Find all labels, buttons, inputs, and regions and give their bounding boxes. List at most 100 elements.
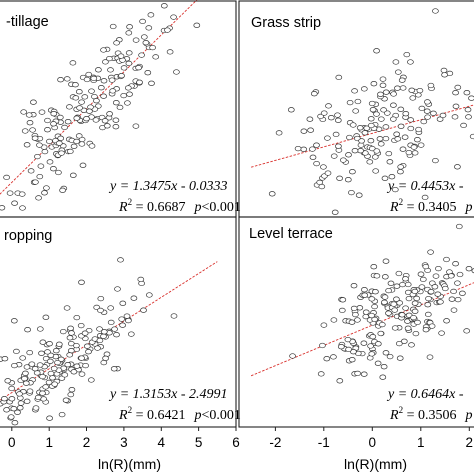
scatter-point: [363, 125, 371, 131]
scatter-point: [424, 311, 432, 318]
scatter-point: [137, 276, 145, 283]
scatter-point: [432, 8, 439, 14]
r2-line: R2 = 0.3405 p: [389, 197, 472, 215]
scatter-point: [441, 72, 448, 78]
scatter-point: [94, 345, 101, 351]
scatter-point: [75, 133, 83, 139]
scatter-point: [13, 348, 20, 355]
scatter-point: [78, 355, 85, 361]
scatter-point: [381, 299, 388, 305]
scatter-point: [392, 59, 400, 65]
scatter-point: [55, 140, 63, 146]
scatter-point: [10, 318, 18, 324]
scatter-point: [64, 119, 72, 125]
x-tick-label: 1: [417, 435, 425, 450]
scatter-point: [73, 363, 81, 369]
scatter-point: [110, 366, 118, 372]
scatter-point: [452, 90, 459, 96]
scatter-point: [345, 152, 352, 158]
scatter-point: [411, 288, 419, 295]
r2-superscript: 2: [399, 197, 404, 207]
scatter-point: [47, 370, 55, 377]
scatter-point: [397, 106, 405, 112]
scatter-point: [58, 411, 66, 418]
scatter-point: [44, 117, 51, 124]
scatter-point: [23, 364, 31, 370]
fit-equation: y = 0.6464x -: [386, 387, 464, 402]
scatter-point: [368, 100, 376, 107]
r2-symbol: R: [389, 200, 399, 215]
scatter-point: [408, 342, 415, 348]
scatter-point: [323, 356, 331, 362]
scatter-point: [81, 330, 89, 336]
scatter-point: [59, 187, 66, 193]
scatter-point: [26, 349, 34, 356]
scatter-point: [83, 116, 90, 122]
scatter-point: [435, 265, 442, 272]
scatter-point: [330, 153, 338, 159]
scatter-point: [7, 414, 15, 420]
scatter-point: [456, 271, 464, 278]
scatter-point: [130, 295, 138, 301]
r2-superscript: 2: [128, 405, 133, 415]
x-tick-label: 5: [195, 435, 203, 450]
scatter-point: [319, 342, 326, 349]
scatter-point: [26, 388, 34, 394]
scatter-points: [289, 223, 474, 384]
scatter-point: [83, 343, 91, 349]
scatter-point: [338, 307, 346, 314]
scatter-point: [344, 336, 352, 343]
scatter-point: [132, 37, 140, 43]
scatter-point: [64, 362, 72, 368]
scatter-point: [371, 316, 379, 323]
scatter-point: [324, 135, 331, 141]
scatter-point: [36, 362, 44, 368]
scatter-point: [38, 109, 46, 115]
scatter-point: [332, 131, 340, 138]
scatter-point: [149, 44, 156, 51]
scatter-point: [69, 172, 77, 178]
scatter-point: [24, 327, 31, 333]
scatter-point: [19, 205, 26, 211]
scatter-point: [402, 305, 409, 311]
fit-equation: y = 1.3475x - 0.0333: [108, 179, 228, 194]
scatter-point: [20, 109, 28, 115]
scatter-point: [454, 84, 462, 91]
scatter-point: [358, 138, 365, 144]
scatter-point: [354, 98, 362, 105]
scatter-point: [426, 354, 434, 360]
scatter-point: [23, 142, 31, 148]
scatter-point: [66, 335, 74, 341]
scatter-point: [427, 289, 435, 295]
panel-frame: [238, 216, 474, 428]
scatter-point: [399, 146, 407, 152]
scatter-point: [70, 369, 78, 375]
scatter-point: [63, 305, 71, 311]
scatter-point: [97, 307, 104, 314]
scatter-point: [382, 258, 390, 264]
scatter-point: [136, 79, 143, 85]
scatter-point: [450, 307, 458, 313]
scatter-point: [118, 73, 125, 79]
scatter-point: [102, 355, 109, 361]
scatter-point: [351, 148, 359, 154]
scatter-point: [325, 103, 332, 109]
scatter-point: [275, 130, 283, 136]
scatter-point: [1, 396, 8, 402]
scatter-point: [320, 164, 327, 170]
scatter-point: [140, 34, 148, 40]
r2-value: = 0.3405: [403, 200, 456, 215]
scatter-point: [135, 65, 142, 71]
scatter-point: [432, 273, 440, 279]
scatter-point: [427, 249, 434, 255]
scatter-point: [346, 99, 354, 106]
scatter-point: [354, 370, 361, 377]
scatter-point: [73, 314, 81, 321]
scatter-point: [316, 179, 324, 186]
scatter-point: [439, 112, 447, 119]
scatter-point: [434, 291, 442, 297]
scatter-point: [77, 322, 85, 329]
scatter-point: [412, 330, 420, 337]
scatter-point: [11, 362, 18, 369]
scatter-point: [164, 27, 171, 33]
